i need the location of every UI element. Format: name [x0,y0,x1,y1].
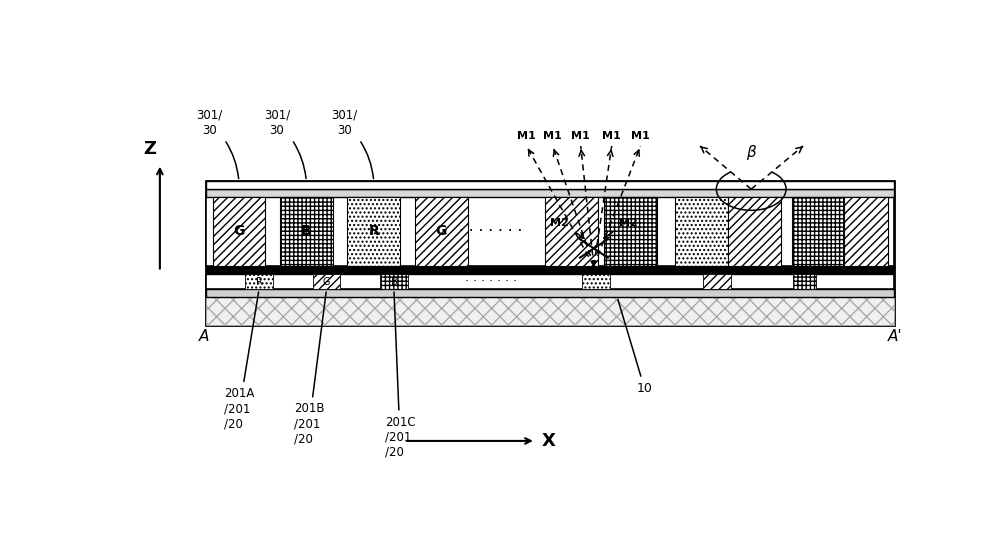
Bar [206,197,894,266]
Bar [280,197,333,266]
Text: X: X [542,432,556,450]
Text: G: G [436,224,447,238]
Bar [415,197,468,266]
Bar [347,197,400,266]
Text: 10: 10 [618,300,652,395]
Text: 301/
30: 301/ 30 [264,109,306,179]
Text: · · · · · · ·: · · · · · · · [459,224,522,239]
Bar [213,197,265,266]
Bar [313,274,340,289]
Bar [206,189,894,197]
Text: G: G [233,224,245,238]
Text: 201C
/201
/20: 201C /201 /20 [385,292,415,458]
Bar [206,181,894,325]
Text: M2: M2 [550,218,569,228]
Text: β: β [746,145,756,160]
Text: R: R [256,276,263,287]
Bar [206,274,894,289]
Bar [206,181,894,189]
Bar [792,197,844,266]
Bar [728,197,781,266]
Bar [582,274,610,289]
Bar [793,274,816,289]
Text: 301/
30: 301/ 30 [196,109,239,179]
Text: M1: M1 [543,131,562,141]
Text: B: B [301,224,312,238]
Text: M1: M1 [631,131,650,141]
Text: 201B
/201
/20: 201B /201 /20 [294,292,326,445]
Text: R: R [368,224,379,238]
Text: G: G [323,276,330,287]
Bar [206,266,894,274]
Text: B: B [391,276,397,287]
Bar [844,197,888,266]
Bar [703,274,731,289]
Bar [206,297,894,325]
Text: A: A [199,329,209,344]
Bar [206,289,894,297]
Bar [545,197,598,266]
Bar [604,197,657,266]
Text: M1: M1 [517,131,536,141]
Bar [675,197,728,266]
Text: M2: M2 [619,218,637,228]
Text: 201A
/201
/20: 201A /201 /20 [224,292,259,430]
Bar [380,274,408,289]
Text: M1: M1 [602,131,621,141]
Text: A': A' [888,329,903,344]
Text: 301/
30: 301/ 30 [331,109,374,179]
Text: · · · · · · ·: · · · · · · · [465,275,517,288]
Bar [245,274,273,289]
Text: Z: Z [143,140,156,159]
Text: M1: M1 [571,131,590,141]
